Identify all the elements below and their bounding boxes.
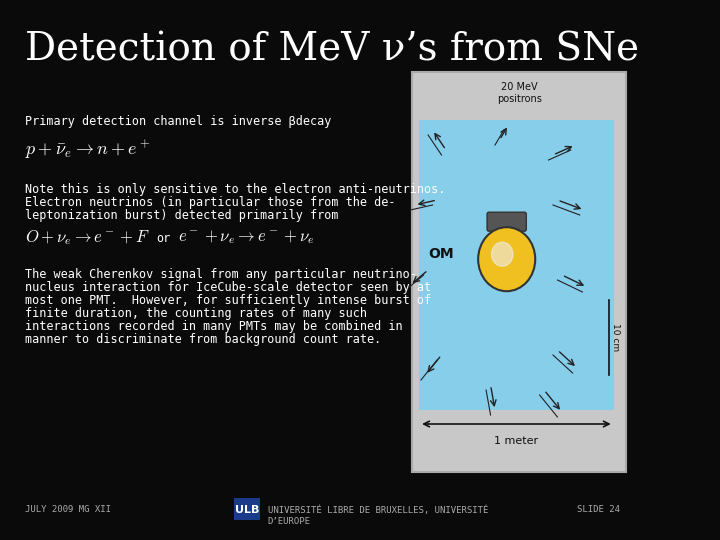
Text: 20 MeV
positrons: 20 MeV positrons [497,82,541,104]
Text: 1 meter: 1 meter [495,436,539,446]
Text: The weak Cherenkov signal from any particular neutrino-: The weak Cherenkov signal from any parti… [25,268,417,281]
Text: UNIVERSITÉ LIBRE DE BRUXELLES, UNIVERSITÉ
D’EUROPE: UNIVERSITÉ LIBRE DE BRUXELLES, UNIVERSIT… [268,506,488,526]
Text: $O + \nu_e \rightarrow e^- + F$: $O + \nu_e \rightarrow e^- + F$ [25,228,150,247]
FancyBboxPatch shape [487,212,526,231]
Text: OM: OM [428,247,454,261]
Text: 10 cm: 10 cm [611,323,620,352]
Text: JULY 2009 MG XII: JULY 2009 MG XII [25,505,111,515]
Text: Electron neutrinos (in particular those from the de-: Electron neutrinos (in particular those … [25,196,395,209]
Text: Detection of MeV ν’s from SNe: Detection of MeV ν’s from SNe [25,31,639,69]
Text: most one PMT.  However, for sufficiently intense burst of: most one PMT. However, for sufficiently … [25,294,431,307]
Text: leptonization burst) detected primarily from: leptonization burst) detected primarily … [25,209,338,222]
Text: or: or [156,232,171,245]
Text: $e^- + \nu_e \rightarrow e^- + \nu_e$: $e^- + \nu_e \rightarrow e^- + \nu_e$ [179,228,315,246]
Bar [234,498,261,520]
Text: nucleus interaction for IceCube-scale detector seen by at: nucleus interaction for IceCube-scale de… [25,281,431,294]
Circle shape [492,242,513,266]
Text: finite duration, the counting rates of many such: finite duration, the counting rates of m… [25,307,367,320]
Bar [412,72,626,472]
Text: $p + \bar{\nu}_e \rightarrow n + e^+$: $p + \bar{\nu}_e \rightarrow n + e^+$ [25,138,150,161]
Text: interactions recorded in many PMTs may be combined in: interactions recorded in many PMTs may b… [25,320,402,333]
Text: SLIDE 24: SLIDE 24 [577,505,620,515]
Text: manner to discriminate from background count rate.: manner to discriminate from background c… [25,333,381,346]
Text: Primary detection channel is inverse βdecay: Primary detection channel is inverse βde… [25,115,331,128]
Text: Note this is only sensitive to the electron anti-neutrinos.: Note this is only sensitive to the elect… [25,183,446,196]
Circle shape [478,227,535,291]
Bar [419,120,613,410]
Text: ULB: ULB [235,505,259,515]
